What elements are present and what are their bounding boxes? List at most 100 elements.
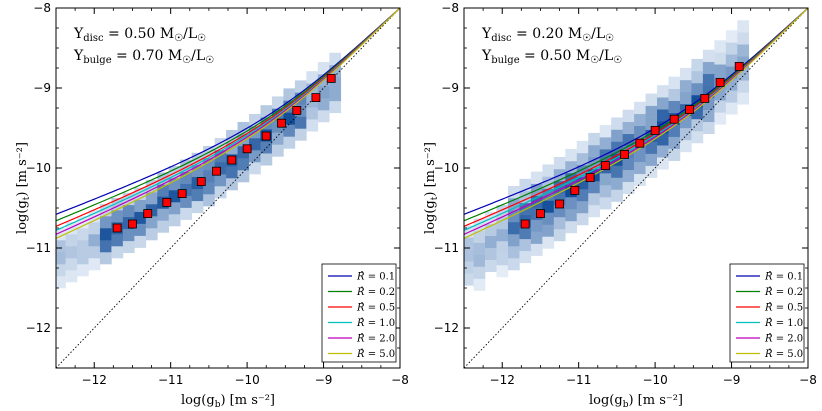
label-part: bulge	[83, 55, 111, 66]
legend: R̂ = 0.1 R̂ = 0.2 R̂ = 0.5 R̂ = 1.0 R̂ = 2.0…	[729, 263, 805, 363]
x-tick-label: −11	[158, 373, 183, 387]
density-cell	[657, 85, 669, 98]
density-cell	[576, 152, 589, 166]
one-to-one-line	[56, 8, 400, 368]
density-cell	[65, 246, 78, 259]
x-axis-label: log(gb) [m s⁻²]	[181, 393, 275, 410]
binned-point	[177, 189, 187, 199]
binned-point	[242, 144, 252, 154]
label-part: log(g	[181, 393, 215, 408]
density-cell	[180, 171, 192, 184]
density-cell	[249, 150, 261, 163]
density-cell	[679, 67, 692, 81]
density-cell	[645, 153, 658, 166]
density-cell	[485, 235, 497, 249]
density-cell	[542, 188, 555, 201]
label-part: R	[764, 334, 773, 345]
density-cell	[88, 246, 101, 259]
label-part: /L	[191, 48, 205, 64]
density-cell	[122, 204, 135, 218]
density-cell	[317, 98, 330, 111]
x-tick-label: −12	[82, 373, 107, 387]
density-cell	[496, 204, 509, 218]
binned-point	[700, 94, 710, 103]
density-cell	[588, 180, 600, 194]
density-cell	[329, 64, 342, 78]
density-cell	[203, 194, 215, 207]
density-cell	[134, 187, 147, 200]
label-part: ☉	[174, 33, 183, 44]
density-cell	[553, 156, 566, 170]
density-cell	[99, 228, 112, 241]
density-cell	[599, 125, 612, 138]
density-cell	[507, 258, 520, 271]
density-cell	[99, 240, 112, 253]
density-cell	[668, 124, 681, 137]
legend-label-4: R̂ = 2.0	[356, 334, 395, 345]
mass-to-light-annotation: Υdisc = 0.50 M☉/L☉	[73, 26, 206, 44]
density-cell	[634, 149, 646, 163]
density-cell	[714, 40, 727, 53]
density-cell	[542, 164, 555, 177]
density-cell	[588, 132, 600, 146]
density-cell	[576, 176, 589, 190]
density-cell	[214, 138, 227, 151]
density-cell	[657, 157, 669, 170]
density-cell	[645, 93, 658, 106]
label-part: ) [m s⁻²]	[423, 142, 438, 197]
density-cell	[542, 212, 555, 225]
density-cell	[691, 82, 704, 96]
density-cell	[565, 196, 578, 210]
density-cell	[271, 144, 284, 157]
label-part: Υ	[481, 48, 492, 64]
density-cell	[668, 76, 681, 89]
y-tick-label: −12	[26, 321, 51, 335]
density-cell	[214, 186, 227, 199]
density-cell	[565, 208, 578, 222]
binned-point	[227, 155, 237, 165]
label-part: bulge	[491, 55, 519, 66]
density-cell	[294, 80, 307, 93]
density-cell	[553, 192, 566, 206]
density-cell	[145, 192, 158, 205]
density-cell	[668, 136, 681, 149]
x-tick-label: −11	[566, 373, 591, 387]
density-cell	[702, 61, 715, 75]
label-part: = 0.2	[773, 287, 804, 298]
density-cell	[634, 161, 646, 175]
density-cell	[191, 200, 204, 214]
label-part: ☉	[613, 55, 622, 66]
binned-point	[196, 177, 206, 187]
density-cell	[329, 88, 342, 102]
density-cell	[725, 90, 738, 103]
density-cell	[485, 247, 497, 261]
binned-point	[143, 209, 153, 219]
density-cell	[702, 49, 715, 63]
y-tick-label: −9	[33, 81, 51, 95]
density-cell	[203, 170, 215, 183]
label-part: = 2.0	[773, 334, 804, 345]
density-cell	[134, 235, 147, 248]
label-part: = 0.50 M	[104, 26, 175, 42]
density-cell	[679, 79, 692, 93]
density-cell	[553, 216, 566, 230]
mass-to-light-annotation: Υbulge = 0.70 M☉/L☉	[73, 48, 214, 66]
density-cell	[519, 238, 532, 252]
x-tick-label: −10	[642, 373, 667, 387]
density-cell	[611, 177, 623, 190]
label-part: b	[215, 400, 221, 410]
density-cell	[645, 105, 658, 118]
density-cell	[507, 246, 520, 259]
label-part: ☉	[182, 55, 191, 66]
density-cell	[530, 195, 543, 208]
density-cell	[599, 137, 612, 150]
label-part: ) [m s⁻²]	[628, 393, 683, 408]
density-cell	[122, 192, 135, 206]
density-cell	[714, 88, 727, 101]
model-curve-5	[464, 8, 808, 239]
density-cell	[168, 166, 181, 179]
density-cell	[542, 176, 555, 189]
density-cell	[622, 121, 635, 135]
binned-point	[128, 219, 137, 229]
density-cell	[519, 190, 532, 204]
